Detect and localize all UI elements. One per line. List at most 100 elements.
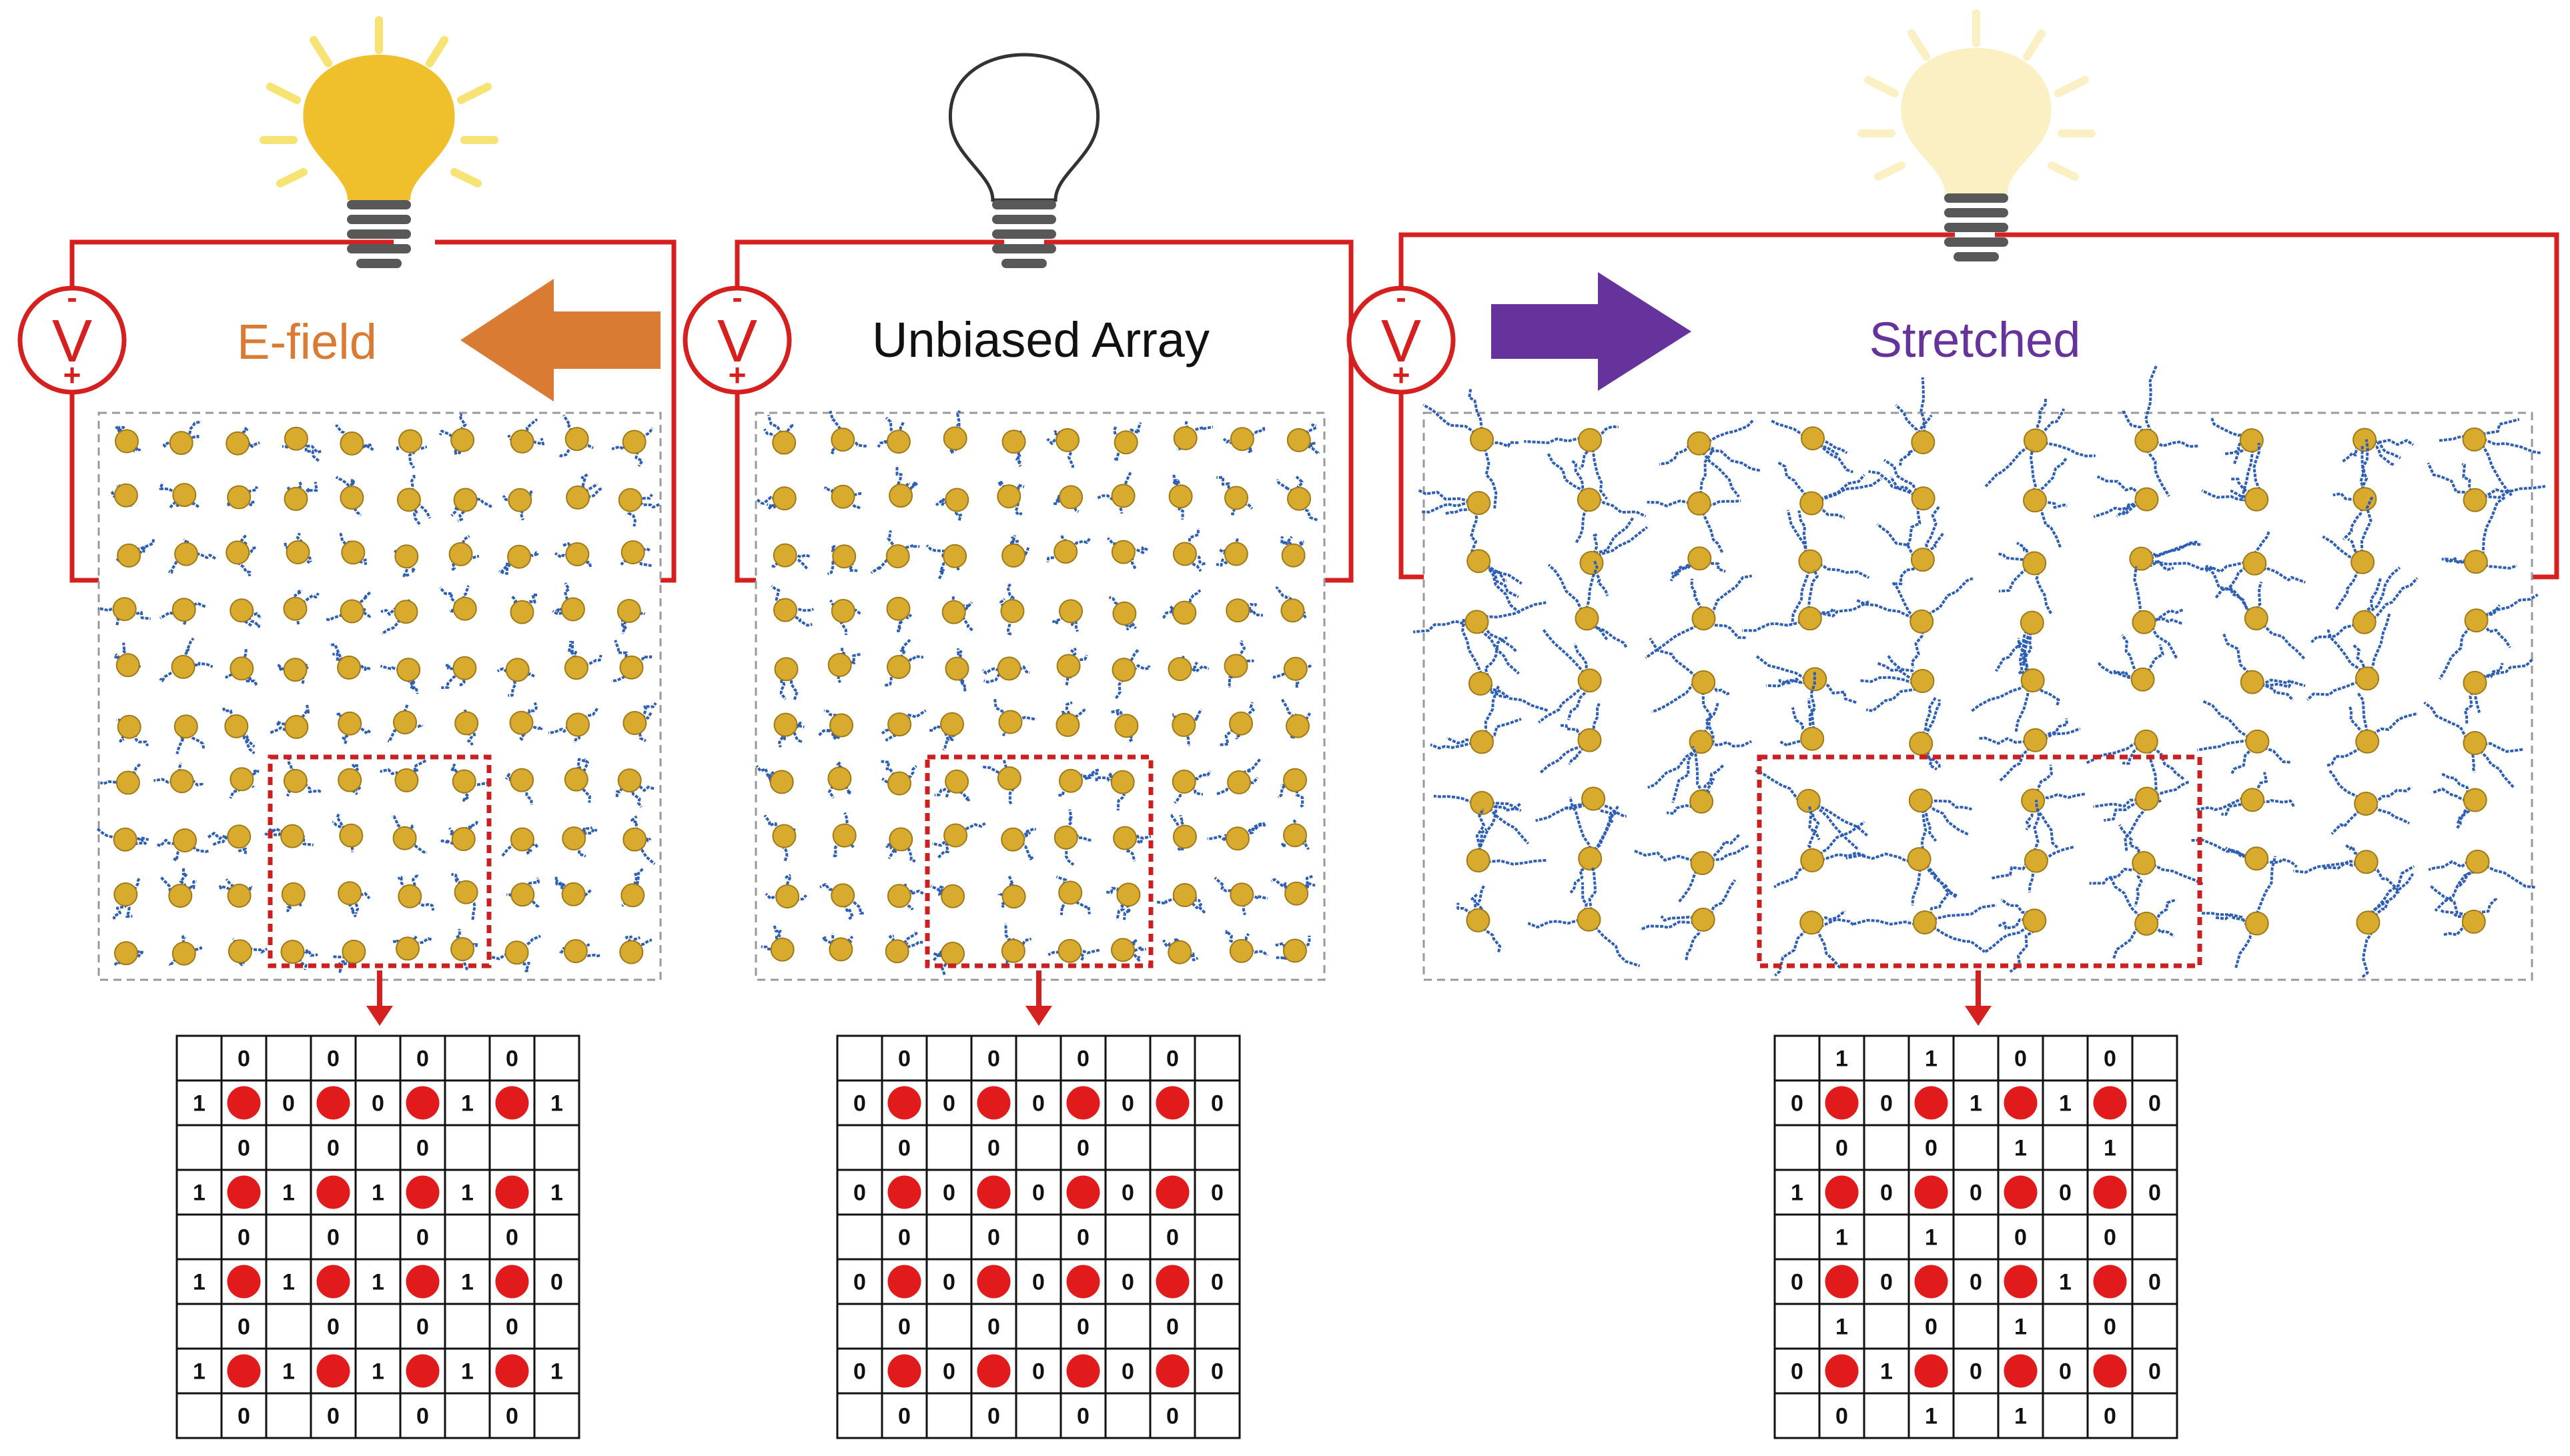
grid-bit: 0	[1077, 1136, 1090, 1161]
gold-nanoparticle	[831, 484, 855, 509]
ligand-chain	[1691, 746, 1705, 802]
grid-cell	[1907, 1303, 1955, 1350]
grid-bit: 0	[1122, 1270, 1134, 1295]
ligand-chain	[1476, 620, 1518, 654]
grid-bit: 0	[1166, 1404, 1179, 1429]
gold-nanoparticle	[998, 710, 1023, 734]
gold-nanoparticle	[941, 884, 965, 908]
grid-bit: 0	[2148, 1270, 2161, 1295]
ligand-chain	[1569, 858, 1592, 894]
grid-bit: 0	[1925, 1315, 1938, 1340]
ligand-chain	[1860, 676, 1923, 685]
gold-nanoparticle	[284, 426, 308, 451]
particle-dot	[316, 1265, 350, 1299]
grid-bit: 0	[372, 1091, 384, 1117]
grid-bit: 0	[238, 1315, 250, 1340]
ligand-chain	[1479, 682, 1507, 699]
gold-nanoparticle	[1909, 731, 1934, 756]
grid-cell	[1863, 1258, 1910, 1305]
gold-nanoparticle	[1173, 426, 1198, 450]
grid-cell	[836, 1303, 883, 1350]
gold-nanoparticle	[1111, 938, 1135, 962]
ligand-chain	[1478, 560, 1507, 582]
circuit-wire-right	[1995, 232, 2559, 580]
grid-cell	[533, 1169, 580, 1216]
gold-nanoparticle	[115, 429, 139, 454]
ligand-chain	[1671, 741, 1703, 803]
particle-dot	[887, 1175, 921, 1209]
grid-cell	[2042, 1213, 2089, 1261]
gold-nanoparticle	[510, 600, 534, 624]
ligand-chain	[1537, 679, 1591, 724]
ligand-chain	[1587, 918, 1641, 968]
gold-nanoparticle	[560, 597, 585, 622]
gold-nanoparticle	[622, 827, 647, 852]
grid-cell	[925, 1034, 973, 1082]
gold-nanoparticle	[1057, 938, 1082, 963]
gold-nanoparticle	[2463, 550, 2488, 574]
grid-cell	[1194, 1303, 1241, 1350]
grid-cell	[444, 1034, 491, 1082]
grid-bit: 0	[898, 1225, 911, 1251]
efield-arrow-left-icon	[460, 279, 661, 402]
gold-nanoparticle	[2022, 551, 2047, 576]
gold-nanoparticle	[887, 884, 911, 908]
gold-nanoparticle	[1468, 671, 1492, 696]
gold-nanoparticle	[1287, 486, 1311, 511]
ligand-chain	[574, 758, 589, 780]
grid-cell	[175, 1213, 223, 1261]
gold-nanoparticle	[617, 768, 642, 793]
grid-cell	[354, 1213, 402, 1261]
ligand-chain	[387, 722, 406, 743]
ligand-chain	[631, 655, 653, 669]
gold-nanoparticle	[1059, 485, 1084, 510]
ligand-chain	[1070, 772, 1099, 782]
gold-nanoparticle	[943, 823, 968, 848]
gold-nanoparticle	[2023, 488, 2047, 513]
ligand-chain	[1591, 526, 1649, 564]
grid-bit: 0	[943, 1270, 955, 1295]
grid-cell	[310, 1303, 357, 1350]
particle-dot	[495, 1086, 529, 1120]
gold-nanoparticle	[1001, 938, 1025, 963]
gold-nanoparticle	[398, 429, 422, 454]
ligand-chain	[1845, 852, 1919, 862]
gold-nanoparticle	[831, 883, 855, 908]
ligand-chain	[1059, 891, 1072, 916]
grid-bit: 0	[943, 1359, 955, 1385]
bit-grid-unbiased: 0 0 0 0 0 0 0 0 0 0 0 0 0 0 0 0 0 0 0 0 0 0 0 0 0 0 0 0 0 0 0 0 0 0 0 0 0 0 0	[836, 1034, 1241, 1439]
ligand-chain	[2089, 862, 2145, 885]
grid-cell	[444, 1347, 491, 1395]
grid-cell	[1863, 1213, 1910, 1261]
grid-bit: 1	[1925, 1046, 1938, 1072]
grid-cell	[175, 1034, 223, 1082]
ligand-chain	[1095, 776, 1124, 784]
ligand-chain	[555, 879, 575, 895]
ligand-chain	[2222, 633, 2254, 683]
gold-nanoparticle	[226, 540, 250, 565]
grid-cell	[925, 1169, 973, 1216]
ligand-chain	[500, 555, 520, 574]
gold-nanoparticle	[286, 540, 310, 564]
voltmeter-plus: +	[729, 357, 747, 392]
gold-nanoparticle	[566, 485, 590, 510]
grid-cell	[1773, 1124, 1821, 1171]
grid-cell	[533, 1258, 580, 1305]
gold-nanoparticle	[454, 711, 479, 736]
gold-nanoparticle	[453, 488, 478, 512]
gold-nanoparticle	[1799, 491, 1824, 516]
gold-nanoparticle	[1910, 669, 1935, 693]
roi-box	[1757, 754, 2202, 968]
grid-bit: 0	[1166, 1225, 1179, 1251]
grid-cell	[488, 1124, 536, 1171]
gold-nanoparticle	[1799, 910, 1824, 935]
grid-cell	[2131, 1124, 2178, 1171]
particle-dot	[1066, 1354, 1100, 1388]
gold-nanoparticle	[2129, 546, 2154, 571]
ligand-chain	[520, 594, 538, 613]
gold-nanoparticle	[283, 658, 308, 682]
gold-nanoparticle	[775, 884, 800, 908]
grid-cell	[1863, 1303, 1910, 1350]
grid-cell	[310, 1124, 357, 1171]
gold-nanoparticle	[450, 937, 475, 961]
